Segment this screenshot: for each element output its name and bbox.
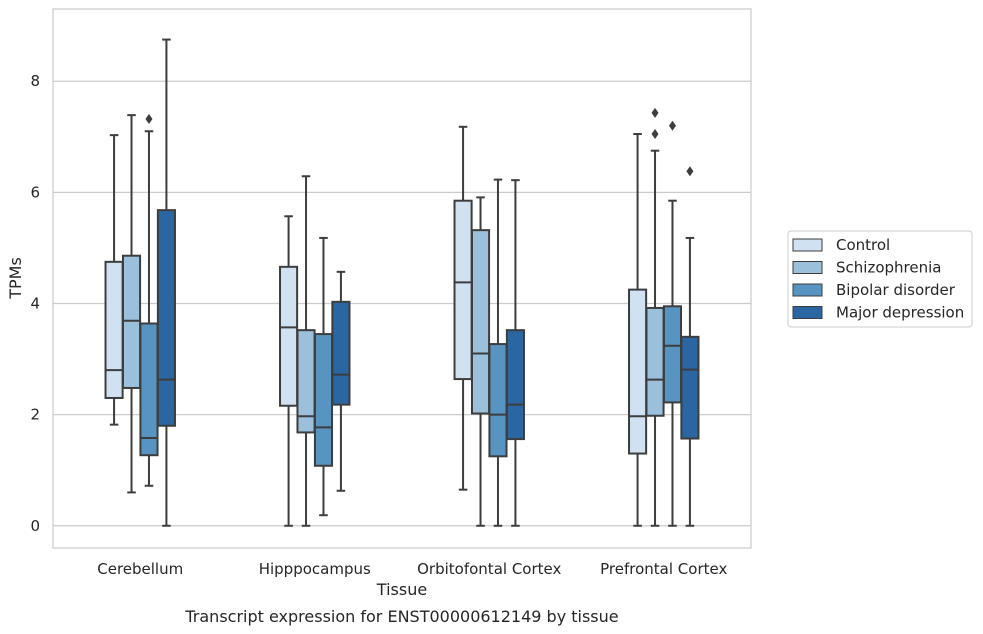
box-iqr — [139, 322, 159, 457]
y-tick-label: 0 — [30, 517, 40, 535]
box-iqr — [470, 229, 491, 415]
box-iqr — [453, 199, 473, 381]
box-major-depression — [156, 38, 176, 527]
box-control — [279, 215, 299, 527]
box-control — [453, 125, 473, 491]
legend-label: Control — [836, 236, 890, 254]
y-tick-label: 6 — [30, 183, 40, 201]
box-schizophrenia — [645, 107, 665, 527]
x-tick-labels: Cerebellum Hipppocampus Orbitofontal Corte… — [97, 560, 727, 578]
legend-label: Major depression — [836, 304, 964, 322]
box-iqr — [279, 265, 299, 407]
x-axis-label: Tissue — [376, 580, 427, 599]
legend-frame — [787, 230, 973, 328]
y-tick-label: 2 — [30, 406, 40, 424]
box-iqr — [488, 343, 508, 458]
box-iqr — [645, 306, 665, 417]
box-iqr — [680, 335, 700, 440]
box-major-depression — [680, 166, 700, 527]
y-tick-label: 8 — [30, 72, 40, 90]
legend-label: Bipolar disorder — [836, 281, 956, 299]
box-schizophrenia — [121, 114, 142, 494]
y-axis-label: TPMs — [6, 257, 25, 300]
figure-caption: Transcript expression for ENST0000061214… — [184, 607, 618, 626]
box-schizophrenia — [470, 196, 491, 527]
x-tick-label: Orbitofontal Cortex — [417, 560, 561, 578]
x-tick-label: Cerebellum — [97, 560, 183, 578]
legend-swatch — [792, 283, 823, 297]
legend-swatch — [792, 306, 823, 319]
legend-swatch — [792, 261, 823, 274]
box-bipolar-disorder — [313, 236, 334, 517]
x-tick-label: Prefrontal Cortex — [600, 560, 727, 578]
outlier-point — [145, 114, 153, 125]
box-iqr — [104, 260, 124, 399]
boxes — [104, 38, 700, 527]
outlier-point — [686, 166, 694, 177]
legend-swatch — [792, 238, 823, 252]
box-iqr — [313, 333, 334, 467]
box-major-depression — [505, 179, 525, 527]
box-iqr — [662, 305, 683, 404]
y-tick-labels: 0 2 4 6 8 — [30, 72, 40, 535]
box-major-depression — [331, 270, 351, 492]
box-iqr — [121, 254, 142, 389]
y-tick-label: 4 — [30, 295, 40, 313]
outlier-point — [651, 107, 659, 118]
box-iqr — [628, 288, 648, 455]
box-iqr — [505, 329, 525, 441]
x-tick-label: Hipppocampus — [259, 560, 371, 578]
legend: Control Schizophrenia Bipolar disorder Majo… — [787, 230, 973, 328]
outlier-point — [651, 129, 659, 140]
box-iqr — [331, 300, 351, 406]
box-bipolar-disorder — [139, 114, 159, 487]
legend-label: Schizophrenia — [836, 259, 941, 277]
box-control — [104, 134, 124, 426]
outlier-point — [668, 120, 676, 131]
box-iqr — [156, 209, 176, 427]
